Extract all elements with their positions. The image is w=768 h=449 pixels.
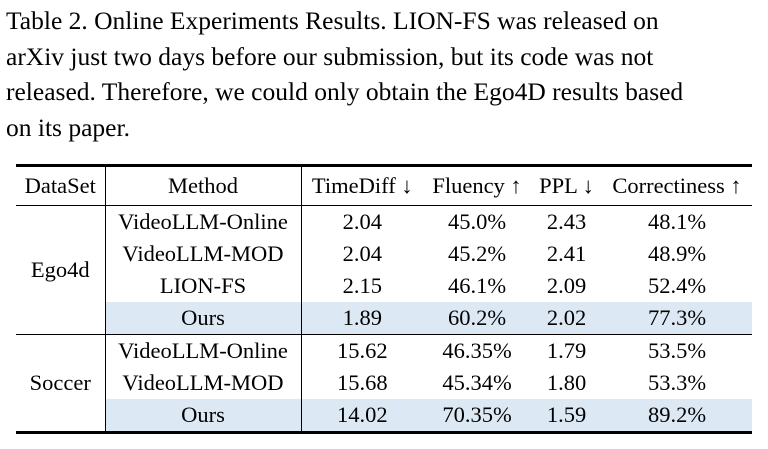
header-fluency: Fluency ↑ (423, 165, 531, 206)
method-cell: VideoLLM-Online (105, 205, 302, 238)
method-cell: Ours (105, 302, 302, 335)
header-ppl: PPL ↓ (531, 165, 602, 206)
method-cell: VideoLLM-MOD (105, 238, 302, 270)
header-correctiness: Correctiness ↑ (602, 165, 752, 206)
method-cell: LION-FS (105, 270, 302, 302)
fluency-cell: 46.35% (442, 338, 512, 363)
table-row: LION-FS 2.15 46.1% 2.09 52.4% (16, 270, 752, 302)
timediff-cell: 2.04 (342, 209, 382, 234)
table-row: VideoLLM-MOD 2.04 45.2% 2.41 48.9% (16, 238, 752, 270)
ppl-cell: 1.80 (546, 370, 587, 395)
dataset-cell: Ego4d (16, 205, 106, 335)
results-table-container: DataSet Method TimeDiff ↓ Fluency ↑ PPL … (16, 164, 752, 434)
table-row-highlighted: Ours 1.89 60.2% 2.02 77.3% (16, 302, 752, 335)
correctiness-cell: 53.3% (647, 370, 707, 395)
header-method: Method (105, 165, 302, 206)
correctiness-cell: 77.3% (602, 302, 752, 335)
ppl-cell: 2.41 (546, 241, 587, 266)
correctiness-cell: 53.5% (647, 338, 707, 363)
dataset-cell: Soccer (16, 334, 106, 433)
caption-line: released. Therefore, we could only obtai… (6, 77, 684, 106)
ppl-cell: 2.09 (546, 273, 587, 298)
fluency-cell: 45.34% (442, 370, 512, 395)
ppl-cell: 1.59 (531, 399, 602, 433)
correctiness-cell: 52.4% (647, 273, 707, 298)
method-cell: VideoLLM-MOD (105, 367, 302, 399)
timediff-cell: 1.89 (301, 302, 423, 335)
table-row-highlighted: Ours 14.02 70.35% 1.59 89.2% (16, 399, 752, 433)
timediff-cell: 15.68 (336, 370, 388, 395)
timediff-cell: 14.02 (301, 399, 423, 433)
timediff-cell: 15.62 (336, 338, 388, 363)
table-caption: Table 2. Online Experiments Results. LIO… (6, 3, 766, 145)
ppl-cell: 1.79 (546, 338, 587, 363)
correctiness-cell: 48.9% (647, 241, 707, 266)
fluency-cell: 70.35% (423, 399, 531, 433)
caption-line: arXiv just two days before our submissio… (6, 41, 654, 71)
timediff-cell: 2.04 (342, 241, 382, 266)
caption-line: on its paper. (6, 112, 130, 142)
ppl-cell: 2.43 (546, 209, 587, 234)
correctiness-cell: 89.2% (602, 399, 752, 433)
table-row: VideoLLM-MOD 15.68 45.34% 1.80 53.3% (16, 367, 752, 399)
fluency-cell: 46.1% (447, 273, 507, 298)
header-dataset: DataSet (16, 165, 106, 206)
table-row: Ego4d VideoLLM-Online 2.04 45.0% 2.43 48… (16, 205, 752, 335)
fluency-cell: 45.0% (447, 209, 507, 234)
fluency-cell: 45.2% (447, 241, 507, 266)
fluency-cell: 60.2% (423, 302, 531, 335)
correctiness-cell: 48.1% (647, 209, 707, 234)
timediff-cell: 2.15 (342, 273, 382, 298)
table-row: Soccer VideoLLM-Online 15.62 46.35% 1.79… (16, 334, 752, 433)
results-table: DataSet Method TimeDiff ↓ Fluency ↑ PPL … (16, 164, 752, 434)
header-timediff: TimeDiff ↓ (301, 165, 423, 206)
caption-line: Table 2. Online Experiments Results. LIO… (6, 6, 659, 35)
method-cell: VideoLLM-Online (105, 334, 302, 367)
method-cell: Ours (105, 399, 302, 433)
ppl-cell: 2.02 (531, 302, 602, 335)
header-row: DataSet Method TimeDiff ↓ Fluency ↑ PPL … (16, 165, 752, 206)
